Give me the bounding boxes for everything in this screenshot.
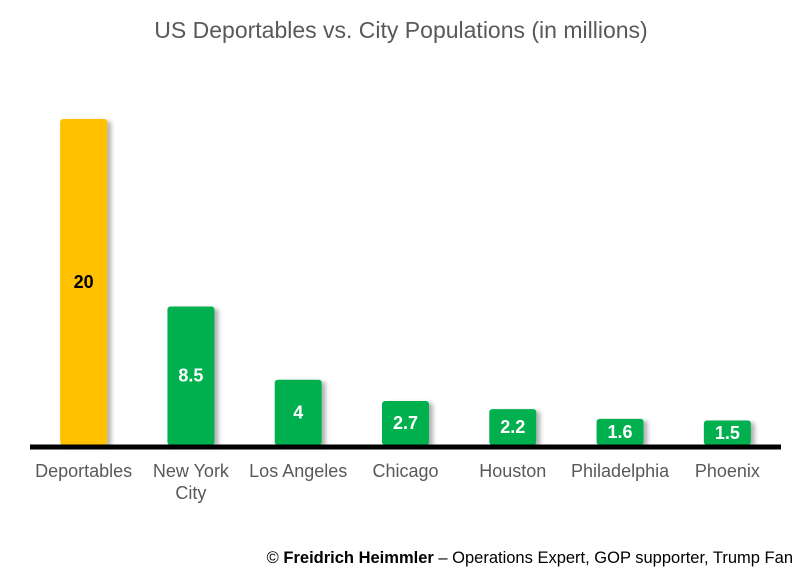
data-label: 1.5	[715, 423, 740, 443]
bars-group: 20 8.5 4 2.7 2.2 1.6 1.5	[60, 119, 751, 445]
data-label: 8.5	[178, 366, 203, 386]
category-label: City	[175, 483, 206, 503]
bar-philadelphia	[596, 418, 644, 445]
bar-deportables	[60, 119, 108, 445]
category-label: Chicago	[372, 461, 438, 481]
category-label: Houston	[479, 461, 546, 481]
bar-chicago	[382, 400, 429, 445]
chart-title: US Deportables vs. City Populations (in …	[154, 17, 647, 43]
data-label: 1.6	[608, 422, 633, 442]
category-label: Phoenix	[695, 461, 760, 481]
copyright-symbol: ©	[266, 549, 279, 567]
category-label: Philadelphia	[571, 461, 670, 481]
credit-line: © Freidrich Heimmler – Operations Expert…	[267, 549, 793, 568]
credit-description: – Operations Expert, GOP supporter, Trum…	[433, 549, 793, 567]
category-label: New York	[153, 461, 230, 481]
category-label: Los Angeles	[249, 461, 347, 481]
data-label: 4	[293, 402, 303, 422]
bar-phoenix	[703, 420, 751, 445]
data-label: 20	[74, 272, 94, 292]
category-label: Deportables	[35, 461, 132, 481]
bar-new-york-city	[167, 306, 215, 445]
data-label: 2.7	[393, 413, 418, 433]
credit-author: Freidrich Heimmler	[283, 549, 434, 567]
data-label: 2.2	[500, 417, 525, 437]
bar-los-angeles	[274, 379, 322, 445]
bar-houston	[489, 409, 537, 445]
